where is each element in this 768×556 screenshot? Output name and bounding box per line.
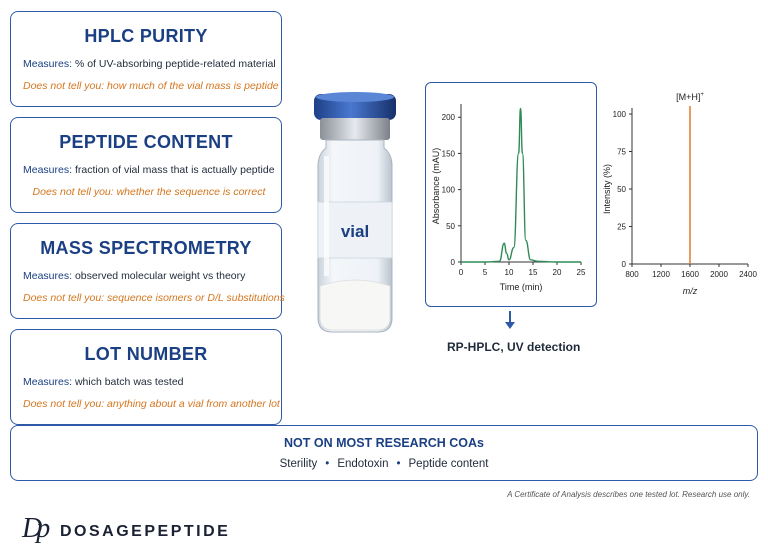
not-on-coa-title: NOT ON MOST RESEARCH COAs [283,436,484,450]
chromatogram-line [461,107,581,263]
hplc-chart: 0 50 100 150 200 0 5 10 15 20 25 Time (min) Absorban… [431,104,586,292]
card-peptide-content: PEPTIDE CONTENT Measures: fraction of vi… [10,117,282,213]
card-title: MASS SPECTROMETRY [40,238,252,258]
hplc-chart-panel [425,82,597,307]
brand-mark: Dp [22,513,50,544]
vial-illustration: vial [314,92,396,333]
down-arrow-icon [505,322,515,329]
x-tick-label: 0 [459,268,464,277]
y-tick-label: 100 [442,186,456,195]
y-axis-label: Intensity (%) [602,164,612,214]
ms-chart: 0 25 50 75 100 800 1200 1600 2000 2400 m/z Intensit… [602,92,757,296]
vial-crimp [320,118,390,140]
x-tick-label: 1600 [681,270,699,279]
y-tick-label: 50 [617,185,626,194]
x-tick-label: 1200 [652,270,670,279]
x-tick-label: 2000 [710,270,728,279]
x-tick-label: 5 [483,268,488,277]
x-axis-label: Time (min) [500,282,543,292]
y-tick-label: 0 [622,260,627,269]
card-title: PEPTIDE CONTENT [59,132,233,152]
card-measures: Measures: observed molecular weight vs t… [23,270,246,282]
card-limits: Does not tell you: sequence isomers or D… [23,292,285,304]
card-limits: Does not tell you: whether the sequence … [32,186,266,198]
y-axis-label: Absorbance (mAU) [431,148,441,225]
card-measures: Measures: which batch was tested [23,376,184,388]
x-tick-label: 25 [577,268,586,277]
x-tick-label: 2400 [739,270,757,279]
y-tick-label: 150 [442,149,456,158]
peak-label: [M+H]+ [676,92,704,102]
card-mass-spectrometry: MASS SPECTROMETRY Measures: observed mol… [10,223,285,319]
card-measures: Measures: % of UV-absorbing peptide-rela… [23,58,276,70]
card-title: LOT NUMBER [84,344,208,364]
x-tick-label: 20 [553,268,562,277]
hplc-caption: RP-HPLC, UV detection [447,340,581,354]
x-tick-label: 800 [625,270,639,279]
brand-name: DOSAGEPEPTIDE [60,523,231,540]
vial-powder [319,279,391,331]
arrow-line [509,311,511,325]
x-tick-label: 15 [529,268,538,277]
y-tick-label: 25 [617,223,626,232]
vial-label: vial [341,222,369,241]
vial-label-bg [317,201,393,259]
not-on-coa-box: NOT ON MOST RESEARCH COAs Sterility • Endo… [10,425,758,481]
x-axis-label: m/z [683,286,698,296]
item-endotoxin: Endotoxin [337,458,389,470]
footnote: A Certificate of Analysis describes one … [507,490,750,499]
not-on-coa-items: Sterility • Endotoxin • Peptide content [11,458,757,470]
y-tick-label: 200 [442,113,456,122]
card-measures: Measures: fraction of vial mass that is … [23,164,275,176]
card-lot-number: LOT NUMBER Measures: which batch was tes… [10,329,282,425]
x-tick-label: 10 [505,268,514,277]
card-title: HPLC PURITY [84,26,208,46]
y-tick-label: 50 [446,222,455,231]
bullet-separator: • [396,458,401,470]
y-tick-label: 0 [451,258,456,267]
card-hplc-purity: HPLC PURITY Measures: % of UV-absorbing … [10,11,282,107]
card-limits: Does not tell you: how much of the vial … [23,80,279,92]
y-tick-label: 100 [613,110,627,119]
card-limits: Does not tell you: anything about a vial… [23,398,280,410]
y-tick-label: 75 [617,148,626,157]
item-peptide-content: Peptide content [408,458,489,470]
bullet-separator: • [325,458,330,470]
item-sterility: Sterility [279,458,318,470]
